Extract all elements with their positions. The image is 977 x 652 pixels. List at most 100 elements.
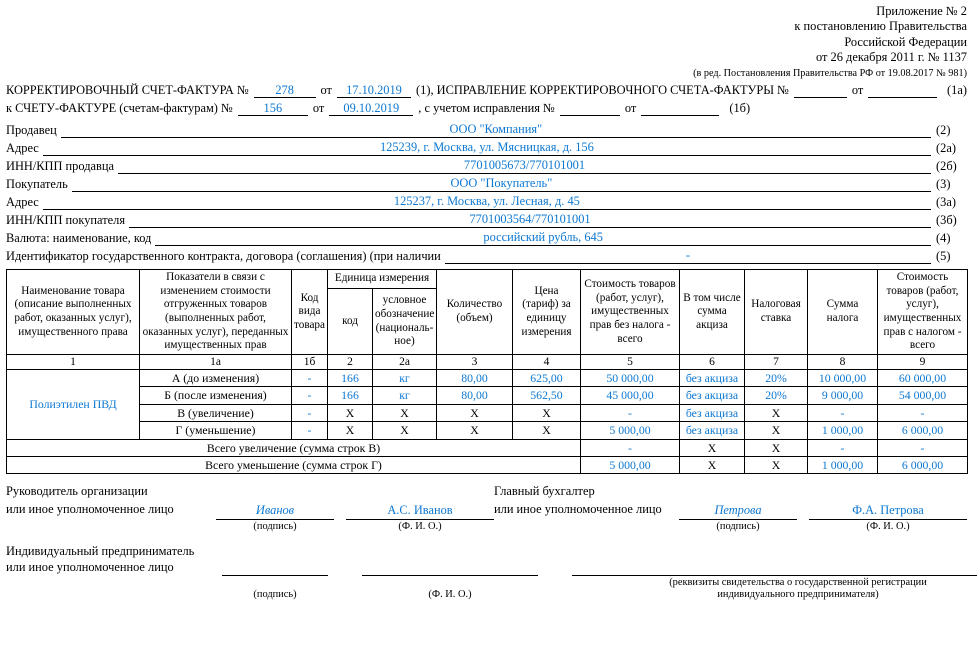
amendment-date-field <box>641 101 720 117</box>
entrepreneur-signature-field <box>222 559 328 576</box>
table-cell: Х <box>372 421 437 440</box>
fio-caption: (Ф. И. О.) <box>866 521 910 533</box>
signer-title: Индивидуальный предприниматель <box>6 543 195 558</box>
invoice-title-line-1: КОРРЕКТИРОВОЧНЫЙ СЧЕТ-ФАКТУРА № 278 от 1… <box>6 83 967 99</box>
total-row-label: Всего уменьшение (сумма строк Г) <box>6 456 581 475</box>
field-label: ИНН/КПП покупателя <box>6 213 126 228</box>
table-row-b: Б (после изменения) - 166 кг 80,00 562,5… <box>7 386 968 405</box>
regulation-line: от 26 декабря 2011 г. № 1137 <box>815 50 967 65</box>
table-cell: 9 000,00 <box>807 386 878 405</box>
col-header-unit-code: код <box>327 288 373 356</box>
col-header-cost-without-tax: Стоимость товаров (работ, услуг), имущес… <box>580 269 680 356</box>
col-header-qty: Количество (объем) <box>436 269 513 356</box>
title-label-from: от <box>624 101 637 116</box>
table-cell: Х <box>744 403 808 423</box>
table-cell: - <box>580 403 680 423</box>
accountant-fio-field: Ф.А. Петрова <box>809 503 967 521</box>
accountant-signature-field: Петрова <box>679 503 797 521</box>
col-header-price: Цена (тариф) за единицу измерения <box>512 269 581 356</box>
invoice-number-field: 278 <box>253 83 316 99</box>
column-number: 8 <box>807 354 878 371</box>
table-cell: кг <box>372 386 437 405</box>
row-indicator-label: А (до изменения) <box>139 369 292 388</box>
field-marker: (2а) <box>936 141 956 156</box>
column-number: 4 <box>512 354 581 371</box>
field-marker: (3) <box>936 177 951 192</box>
title-label-from: от <box>851 83 864 98</box>
row-indicator-label: В (увеличение) <box>139 403 292 423</box>
column-number: 2а <box>372 354 437 371</box>
table-cell: Х <box>372 403 437 423</box>
column-number: 1а <box>139 354 292 371</box>
col-header-code-type: Код вида товара <box>291 269 328 356</box>
table-row-v: В (увеличение) - Х Х Х Х - без акциза Х … <box>7 403 968 423</box>
table-cell: 54 000,00 <box>877 386 968 405</box>
signature-caption: (подпись) <box>253 589 297 601</box>
table-cell: 50 000,00 <box>580 369 680 388</box>
field-label: Адрес <box>6 141 39 156</box>
title-label-from: от <box>320 83 332 98</box>
table-cell: 5 000,00 <box>580 456 680 475</box>
table-cell: - <box>580 438 680 458</box>
registration-caption-line: индивидуального предпринимателя) <box>717 589 879 601</box>
table-cell: 10 000,00 <box>807 369 878 388</box>
signer-subtitle: или иное уполномоченное лицо <box>6 502 174 517</box>
invoice-table: Наименование товара (описание выполненны… <box>6 269 968 475</box>
correction-number-field <box>793 83 847 99</box>
title-label: к СЧЕТУ-ФАКТУРЕ (счетам-фактурам) № <box>6 101 233 116</box>
field-label: Адрес <box>6 195 39 210</box>
line-marker: (1б) <box>729 101 751 116</box>
title-label: , с учетом исправления № <box>418 101 555 116</box>
table-cell: 166 <box>327 386 373 405</box>
col-header-tax-sum: Сумма налога <box>807 269 878 356</box>
table-cell: 625,00 <box>512 369 581 388</box>
table-cell: без акциза <box>679 403 745 423</box>
correction-date-field <box>868 83 938 99</box>
table-row-a: Полиэтилен ПВД А (до изменения) - 166 кг… <box>6 369 968 440</box>
table-header-row: Наименование товара (описание выполненны… <box>6 269 968 356</box>
field-row-seller-inn: ИНН/КПП продавца 7701005673/770101001 (2… <box>6 156 967 175</box>
field-row-gov-contract: Идентификатор государственного контракта… <box>6 246 967 265</box>
table-cell: Х <box>679 456 745 475</box>
col-header-unit-symbol: условное обозначение (националь­ное) <box>372 288 437 356</box>
table-cell: 20% <box>744 369 808 388</box>
seller-inn-kpp-field: 7701005673/770101001 <box>118 158 931 175</box>
field-label: Продавец <box>6 123 57 138</box>
regulation-line: к постановлению Правительства <box>794 19 967 34</box>
table-cell: - <box>291 403 328 423</box>
column-number: 1 <box>6 354 140 371</box>
regulation-edition-note: (в ред. Постановления Правительства РФ о… <box>693 67 967 79</box>
table-cell: кг <box>372 369 437 388</box>
table-cell: без акциза <box>679 369 745 388</box>
field-row-buyer: Покупатель ООО "Покупатель" (3) <box>6 174 967 193</box>
field-marker: (3б) <box>936 213 957 228</box>
buyer-name-field: ООО "Покупатель" <box>71 176 931 193</box>
table-cell: Х <box>436 421 513 440</box>
table-cell: - <box>877 438 968 458</box>
table-cell: 80,00 <box>436 386 513 405</box>
table-cell: 60 000,00 <box>877 369 968 388</box>
table-row-g: Г (уменьшение) - Х Х Х Х 5 000,00 без ак… <box>7 421 968 440</box>
field-marker: (2) <box>936 123 951 138</box>
signer-title: Главный бухгалтер <box>494 484 595 499</box>
table-cell: - <box>291 421 328 440</box>
table-cell: 5 000,00 <box>580 421 680 440</box>
table-header-row-2: код условное обозначение (националь­ное) <box>7 288 968 356</box>
table-cell: 20% <box>744 386 808 405</box>
column-number: 2 <box>327 354 373 371</box>
table-cell: Х <box>744 421 808 440</box>
column-number: 1б <box>291 354 328 371</box>
table-cell: 1 000,00 <box>807 421 878 440</box>
entrepreneur-registration-field <box>572 559 977 576</box>
column-number: 5 <box>580 354 680 371</box>
col-header-excise: В том числе сумма акциза <box>679 269 745 356</box>
field-label: Валюта: наименование, код <box>6 231 152 246</box>
field-marker: (2б) <box>936 159 957 174</box>
requisites-section: Продавец ООО "Компания" (2) Адрес 125239… <box>6 120 967 265</box>
seller-address-field: 125239, г. Москва, ул. Мясницкая, д. 156 <box>42 140 931 157</box>
total-increase-row: Всего увеличение (сумма строк В) - Х Х -… <box>6 438 968 458</box>
table-cell: 6 000,00 <box>877 421 968 440</box>
signature-caption: (подпись) <box>716 521 760 533</box>
entrepreneur-signature-block: Индивидуальный предприниматель или иное … <box>6 543 977 602</box>
registration-caption-line: (реквизиты свидетельства о государственн… <box>669 576 927 588</box>
